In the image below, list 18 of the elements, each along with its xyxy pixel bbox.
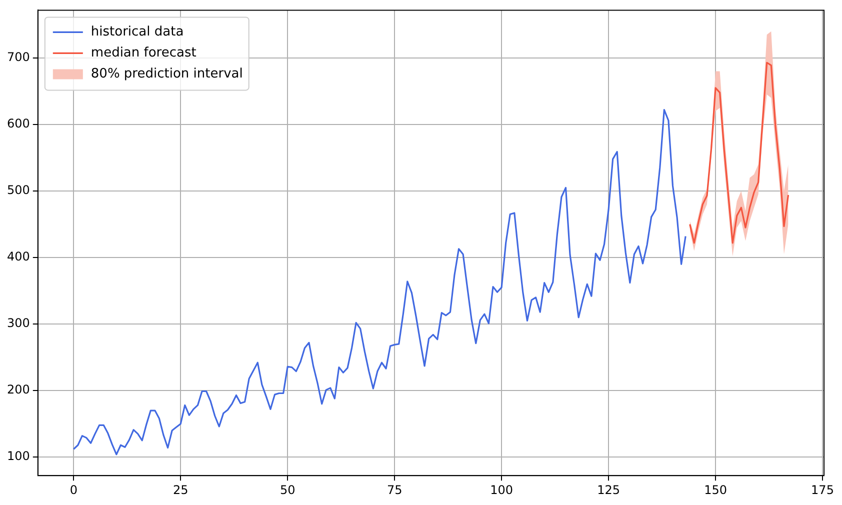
y-tick-label: 200 xyxy=(7,382,30,397)
y-tick-label: 400 xyxy=(7,250,30,264)
y-tick-label: 700 xyxy=(7,50,30,64)
x-tick-label: 0 xyxy=(70,482,78,497)
y-tick-label: 500 xyxy=(7,183,30,198)
x-tick-label: 50 xyxy=(280,482,296,497)
legend-label: historical data xyxy=(90,24,184,40)
x-tick-label: 100 xyxy=(490,482,514,497)
x-tick-label: 25 xyxy=(172,482,188,497)
y-tick-label: 600 xyxy=(7,116,30,131)
x-tick-label: 175 xyxy=(811,482,834,497)
x-tick-label: 150 xyxy=(704,482,727,497)
y-tick-label: 300 xyxy=(7,316,30,330)
y-tick-label: 100 xyxy=(7,449,30,464)
x-tick-label: 125 xyxy=(597,482,620,497)
legend-label: 80% prediction interval xyxy=(90,66,243,82)
x-tick-label: 75 xyxy=(386,482,402,497)
legend-label: median forecast xyxy=(90,46,196,61)
